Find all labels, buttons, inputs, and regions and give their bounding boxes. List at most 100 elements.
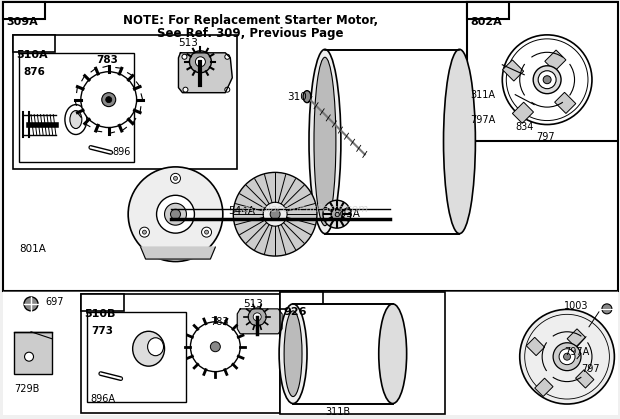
Bar: [280, 292, 323, 309]
Ellipse shape: [190, 322, 241, 372]
Ellipse shape: [140, 227, 149, 237]
Bar: [13, 35, 237, 169]
Text: 510A: 510A: [16, 50, 48, 60]
Text: 797: 797: [536, 132, 555, 142]
Ellipse shape: [263, 202, 287, 226]
Text: 797A: 797A: [471, 114, 495, 124]
Text: 513: 513: [243, 299, 263, 309]
Text: 896A: 896A: [91, 393, 116, 403]
Ellipse shape: [202, 227, 211, 237]
Text: 801A: 801A: [19, 244, 46, 254]
Ellipse shape: [538, 71, 556, 89]
Text: 697: 697: [45, 297, 63, 307]
Bar: [467, 2, 618, 142]
Bar: [467, 2, 509, 19]
Bar: [19, 53, 134, 163]
Ellipse shape: [225, 54, 230, 59]
Bar: [526, 337, 544, 356]
Ellipse shape: [379, 304, 407, 403]
Ellipse shape: [323, 200, 351, 228]
Ellipse shape: [128, 167, 223, 261]
Ellipse shape: [284, 311, 302, 396]
Text: 876: 876: [23, 67, 45, 77]
Ellipse shape: [331, 208, 343, 220]
Bar: [87, 312, 187, 401]
Ellipse shape: [233, 172, 317, 256]
Text: 1003: 1003: [564, 301, 588, 311]
Ellipse shape: [205, 230, 208, 234]
Ellipse shape: [25, 352, 33, 361]
Ellipse shape: [303, 91, 311, 103]
Ellipse shape: [248, 308, 266, 326]
Polygon shape: [237, 309, 282, 334]
Ellipse shape: [253, 313, 261, 321]
Bar: [13, 35, 55, 52]
Text: 729B: 729B: [14, 383, 40, 393]
Ellipse shape: [133, 331, 164, 366]
Ellipse shape: [182, 54, 187, 59]
Ellipse shape: [183, 87, 188, 92]
Text: 797A: 797A: [564, 347, 590, 357]
Text: 311A: 311A: [471, 90, 495, 100]
Ellipse shape: [543, 76, 551, 84]
Text: 797: 797: [581, 364, 600, 374]
Bar: [14, 332, 52, 374]
Text: 544A: 544A: [228, 206, 255, 216]
Bar: [545, 50, 566, 71]
Bar: [567, 329, 585, 347]
Text: 310: 310: [287, 92, 307, 102]
Bar: [325, 50, 459, 234]
Ellipse shape: [174, 176, 177, 180]
Bar: [293, 304, 392, 403]
Text: 311B: 311B: [325, 406, 350, 416]
Ellipse shape: [502, 35, 592, 124]
Text: 773: 773: [91, 326, 113, 336]
Ellipse shape: [106, 97, 112, 103]
Bar: [280, 292, 445, 414]
Bar: [512, 102, 534, 123]
Ellipse shape: [520, 309, 614, 404]
Text: 896: 896: [113, 147, 131, 158]
Text: 803A: 803A: [333, 209, 360, 219]
Bar: [555, 92, 576, 114]
Text: 783: 783: [95, 55, 118, 65]
Polygon shape: [141, 247, 215, 259]
Ellipse shape: [270, 209, 280, 219]
Ellipse shape: [143, 230, 146, 234]
Text: 513: 513: [179, 38, 198, 48]
Text: NOTE: For Replacement Starter Motor,: NOTE: For Replacement Starter Motor,: [123, 14, 378, 27]
Text: 783: 783: [210, 317, 229, 327]
Ellipse shape: [190, 51, 211, 73]
Text: 834: 834: [515, 122, 534, 132]
Text: eReplacementParts.com: eReplacementParts.com: [241, 204, 368, 214]
Bar: [503, 60, 524, 81]
Ellipse shape: [24, 297, 38, 311]
Text: See Ref. 309, Previous Page: See Ref. 309, Previous Page: [157, 27, 343, 40]
Ellipse shape: [170, 173, 180, 184]
Bar: [3, 291, 618, 416]
Text: 926: 926: [283, 307, 307, 317]
Ellipse shape: [170, 209, 180, 219]
Ellipse shape: [225, 87, 230, 92]
Bar: [3, 2, 618, 291]
Ellipse shape: [553, 343, 581, 371]
Ellipse shape: [533, 66, 561, 94]
Ellipse shape: [102, 93, 116, 106]
Ellipse shape: [65, 105, 87, 134]
Ellipse shape: [602, 304, 612, 314]
Bar: [3, 2, 45, 19]
Bar: [81, 294, 123, 311]
Ellipse shape: [195, 57, 205, 67]
Ellipse shape: [279, 304, 307, 403]
Ellipse shape: [148, 338, 164, 356]
Text: 510B: 510B: [84, 309, 115, 319]
Ellipse shape: [81, 72, 136, 127]
Ellipse shape: [157, 195, 195, 233]
Ellipse shape: [443, 49, 476, 234]
Polygon shape: [179, 53, 232, 93]
Ellipse shape: [564, 353, 570, 360]
Bar: [81, 294, 280, 414]
Text: 309A: 309A: [6, 17, 38, 27]
Ellipse shape: [164, 203, 187, 225]
Bar: [534, 378, 553, 396]
